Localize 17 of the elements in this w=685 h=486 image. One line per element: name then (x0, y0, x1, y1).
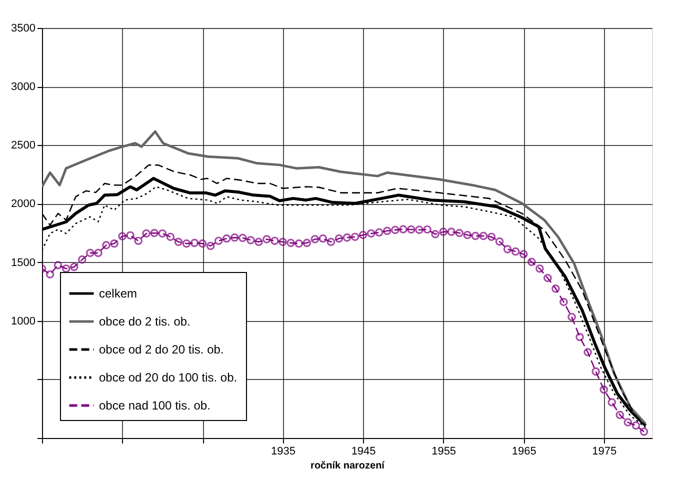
legend-label: obce od 20 do 100 tis. ob. (99, 370, 238, 384)
x-axis-title: ročník narození (310, 460, 386, 472)
y-tick-label: 3500 (11, 22, 36, 34)
y-tick-label: 2000 (11, 198, 36, 210)
y-tick-label: 1500 (11, 256, 36, 269)
legend-label: obce nad 100 tis. ob. (99, 398, 210, 412)
legend-label: celkem (99, 286, 138, 300)
y-tick-label: 1000 (11, 315, 36, 328)
legend-label: obce od 2 do 20 tis. ob. (99, 342, 224, 356)
legend-label: obce do 2 tis. ob. (99, 314, 190, 328)
y-tick-label: 2500 (11, 140, 36, 152)
x-tick-label: 1975 (592, 446, 617, 458)
x-tick-label: 1965 (512, 446, 536, 458)
x-tick-label: 1955 (432, 446, 456, 458)
x-tick-label: 1945 (351, 446, 376, 458)
y-tick-label: 3000 (11, 81, 36, 94)
x-tick-label: 1935 (271, 446, 296, 458)
